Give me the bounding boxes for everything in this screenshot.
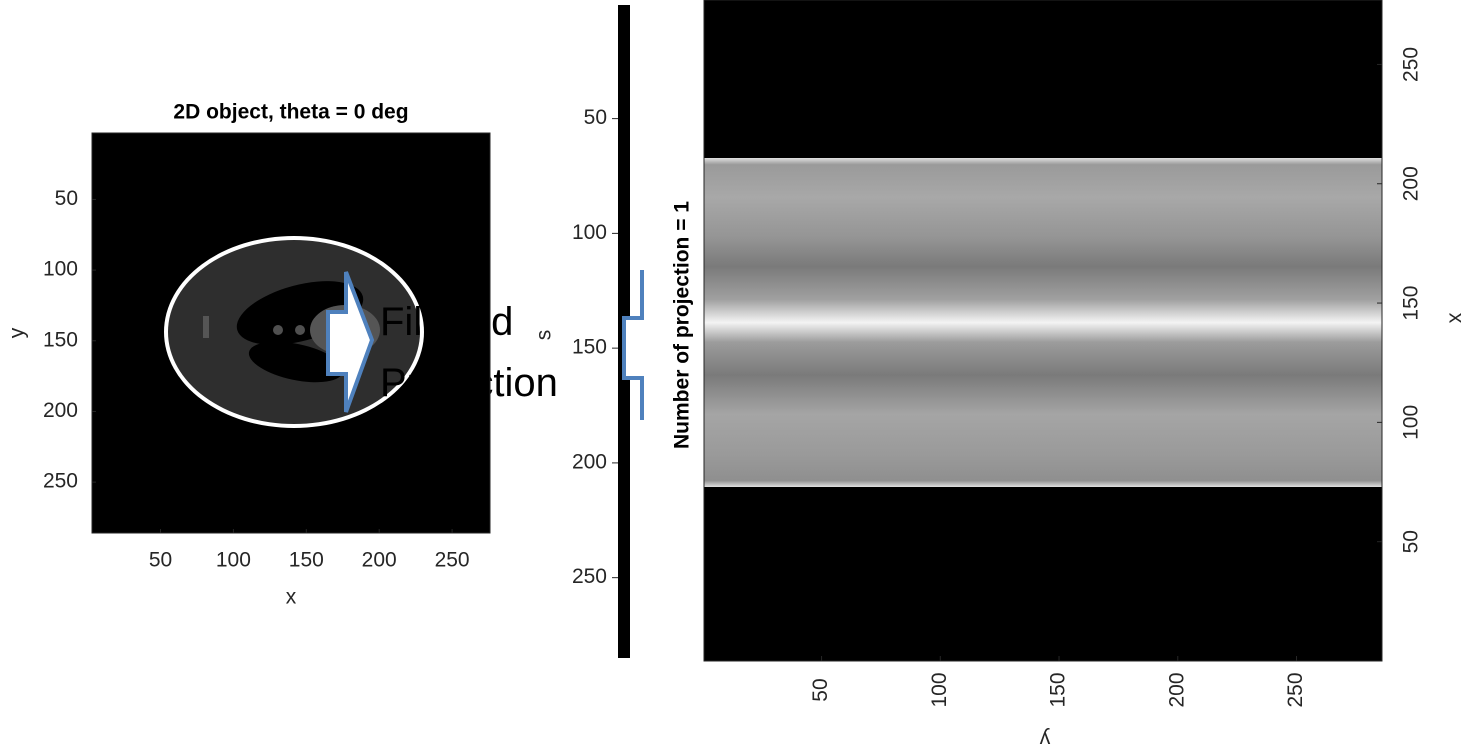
x-tick-label: 200 xyxy=(1165,672,1188,707)
axes-box xyxy=(91,132,491,534)
y-axis-label: x xyxy=(1444,313,1465,324)
y-tick-label: 50 xyxy=(584,106,607,129)
chart-title: Number of projection = 1 xyxy=(671,201,694,449)
arrow xyxy=(326,271,375,413)
y-tick-label: 150 xyxy=(1400,286,1423,321)
x-tick-label: 250 xyxy=(1284,672,1307,707)
x-tick-label: 200 xyxy=(362,549,397,572)
y-tick-label: 50 xyxy=(55,187,78,210)
y-tick-label: 100 xyxy=(43,258,78,281)
y-axis-label: s xyxy=(533,330,556,341)
x-tick-label: 50 xyxy=(809,678,832,701)
y-tick-label: 100 xyxy=(572,221,607,244)
y-tick-label: 250 xyxy=(43,470,78,493)
y-axis-label: y xyxy=(6,327,29,338)
y-tick-label: 150 xyxy=(572,336,607,359)
y-tick-label: 50 xyxy=(1400,530,1423,553)
chart-title: 2D object, theta = 0 deg xyxy=(173,101,408,124)
x-axis-label: x xyxy=(286,586,297,609)
annotation: Projection xyxy=(380,361,558,405)
y-tick-label: 150 xyxy=(43,328,78,351)
annotation: Filtered xyxy=(380,300,513,344)
axes-box xyxy=(703,0,1383,662)
x-tick-label: 150 xyxy=(289,549,324,572)
y-tick-label: 200 xyxy=(572,450,607,473)
y-tick-label: 250 xyxy=(572,565,607,588)
x-axis-label: y xyxy=(1039,727,1050,750)
y-tick-label: 200 xyxy=(1400,166,1423,201)
y-tick-label: 100 xyxy=(1400,405,1423,440)
arrow xyxy=(622,270,644,420)
x-tick-label: 100 xyxy=(216,549,251,572)
x-tick-label: 50 xyxy=(149,549,172,572)
y-tick-label: 250 xyxy=(1400,47,1423,82)
backprojection-image xyxy=(704,0,1382,661)
x-tick-label: 100 xyxy=(928,672,951,707)
y-tick-label: 200 xyxy=(43,399,78,422)
x-tick-label: 250 xyxy=(435,549,470,572)
x-tick-label: 150 xyxy=(1047,672,1070,707)
